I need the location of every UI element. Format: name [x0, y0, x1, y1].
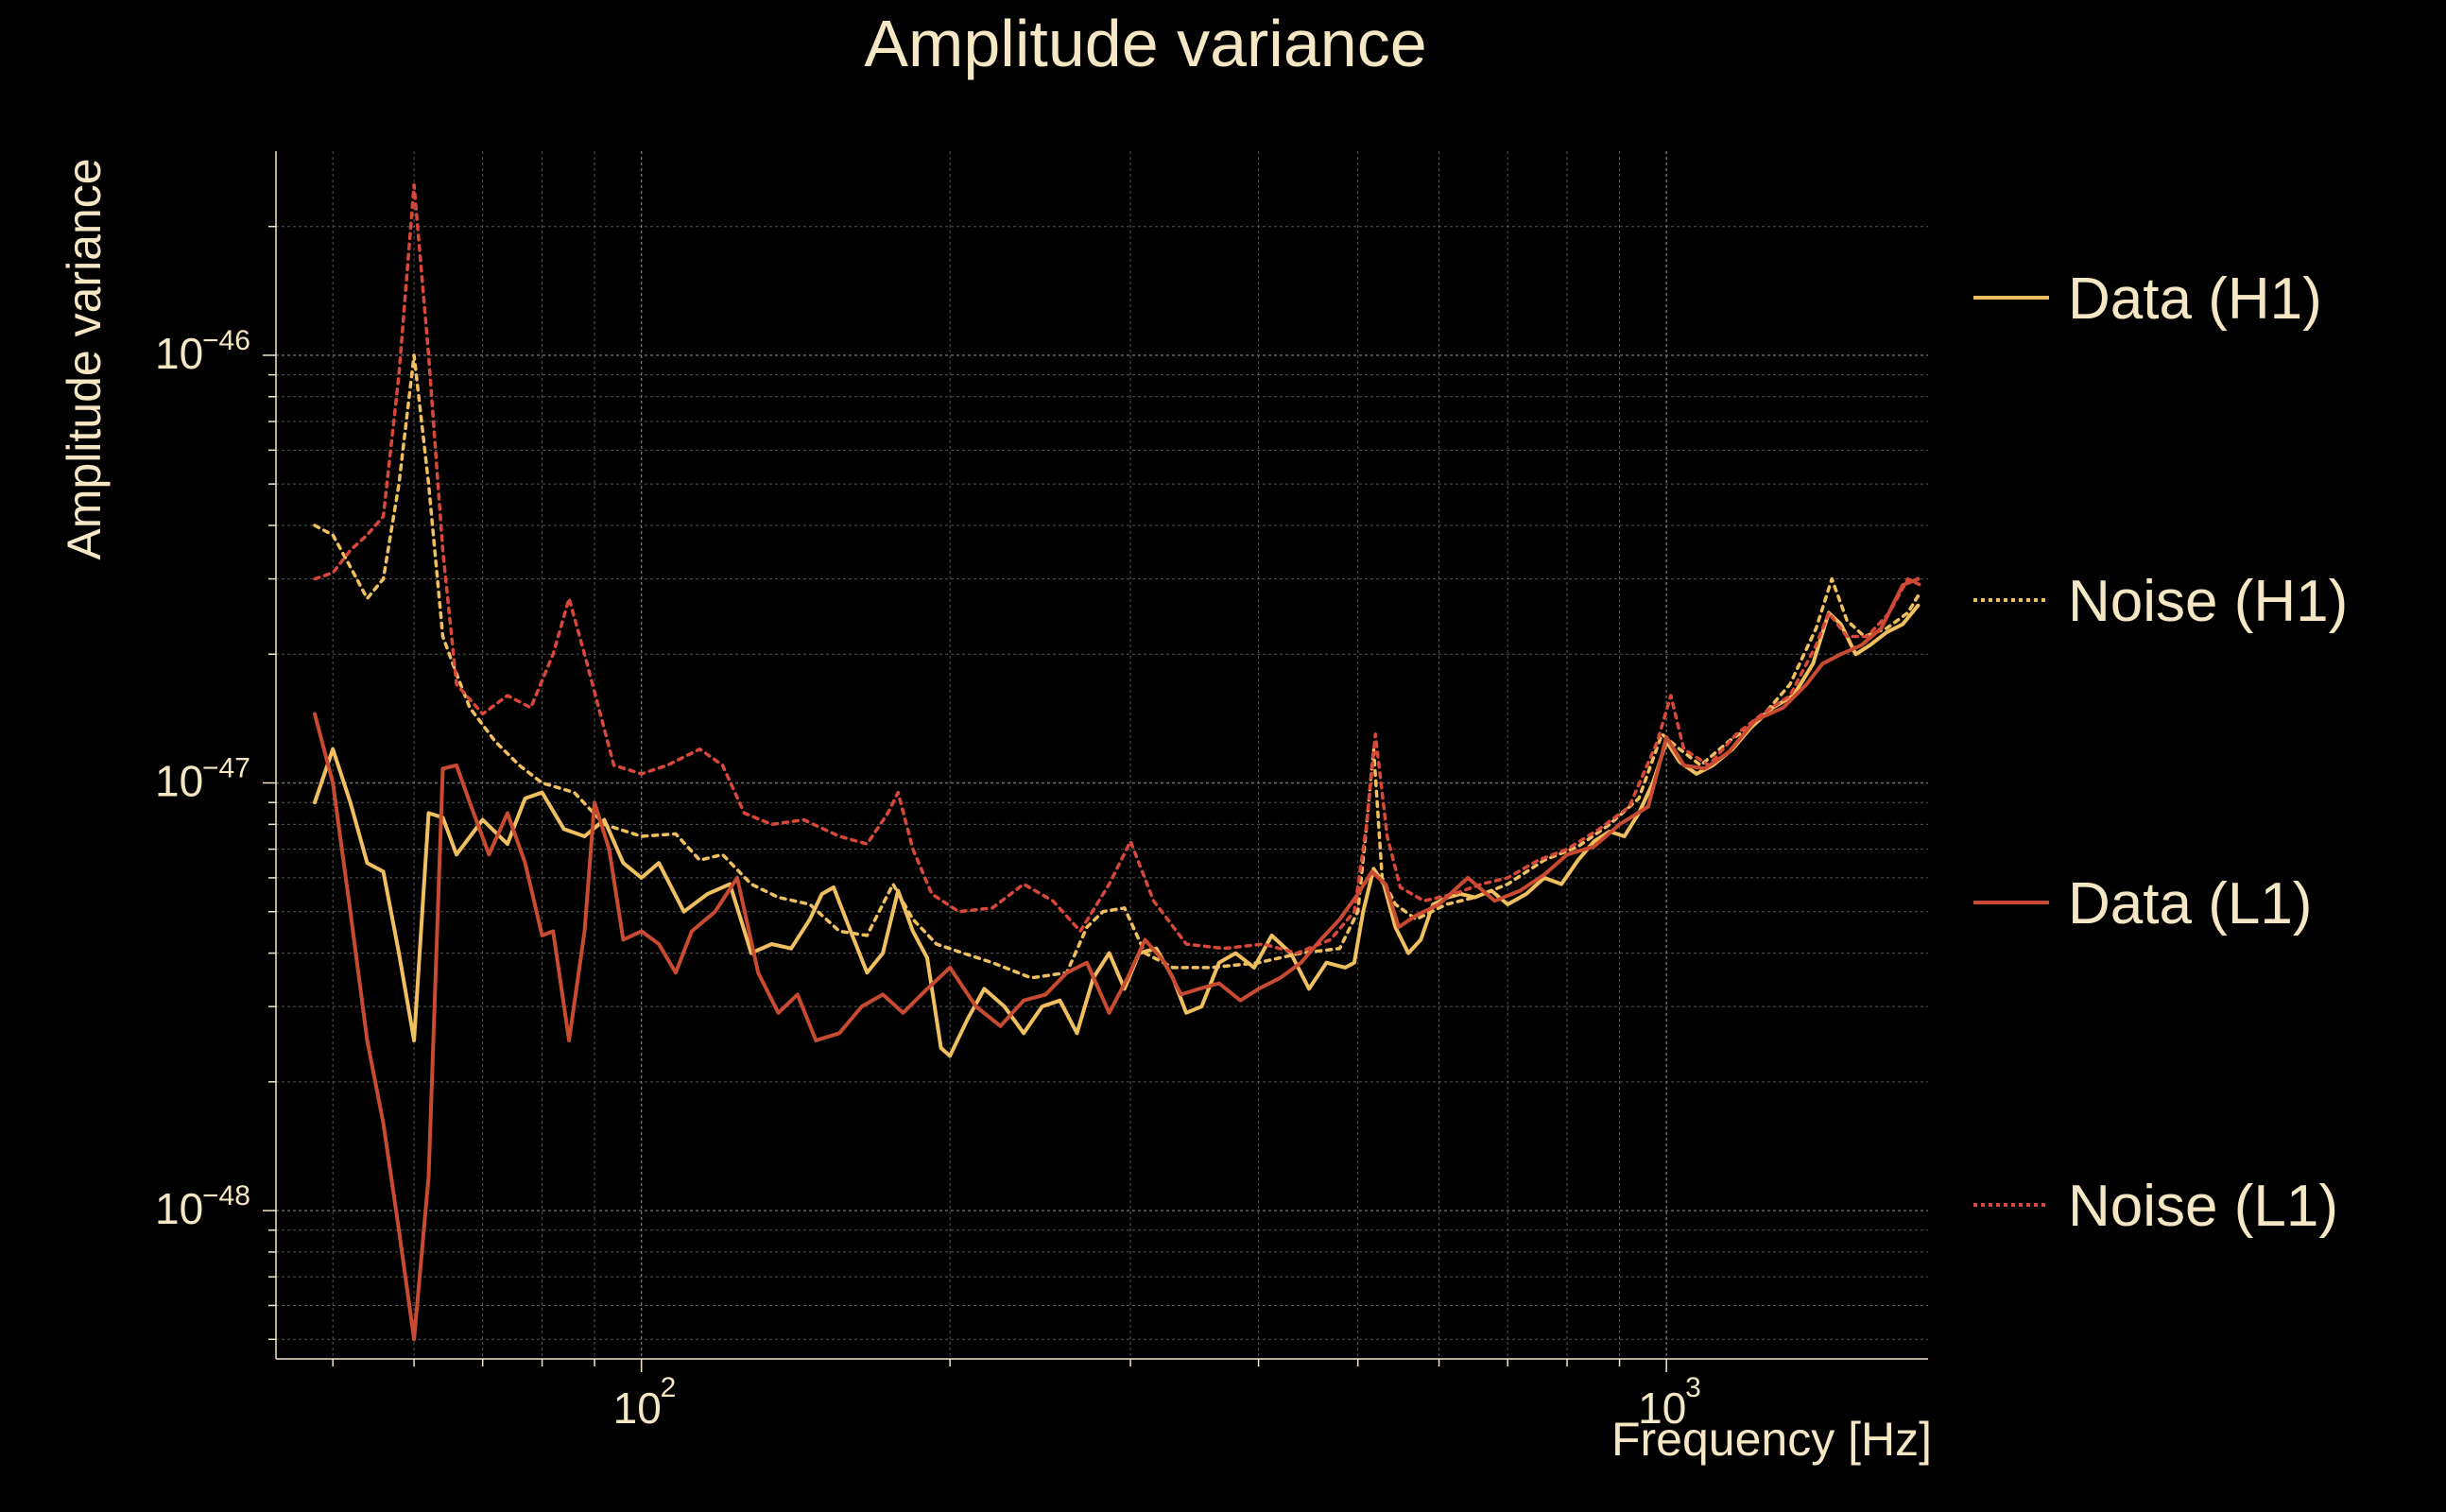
legend-label: Data (H1) — [2068, 266, 2322, 332]
y-tick-label: 10 — [155, 756, 203, 805]
series-line-data-l1 — [313, 576, 1921, 1342]
y-tick-label-exponent: −47 — [202, 752, 250, 783]
x-axis-label: Frequency [Hz] — [1611, 1413, 1932, 1466]
legend-label: Noise (L1) — [2068, 1174, 2338, 1239]
series-line-noise-l1 — [313, 183, 1922, 955]
legend: Data (H1) Noise (H1) Data (L1) Noise (L1) — [1973, 266, 2348, 1239]
y-tick-label: 10 — [155, 329, 203, 378]
y-axis-label: Amplitude variance — [58, 158, 111, 559]
chart-title: Amplitude variance — [864, 7, 1426, 80]
x-tick-label-exponent: 3 — [1685, 1372, 1701, 1403]
legend-label: Noise (H1) — [2068, 569, 2348, 634]
x-tick-label: 10 — [1638, 1383, 1686, 1433]
series-line-data-h1 — [313, 603, 1921, 1058]
series-line-noise-h1 — [313, 353, 1922, 980]
x-tick-label: 10 — [613, 1383, 662, 1433]
series-lines — [313, 183, 1922, 1342]
y-tick-label: 10 — [155, 1184, 203, 1233]
x-tick-label-exponent: 2 — [661, 1372, 677, 1403]
legend-label: Data (L1) — [2068, 871, 2312, 936]
y-tick-label-exponent: −48 — [202, 1180, 250, 1211]
grid — [276, 151, 1928, 1359]
y-tick-label-exponent: −46 — [202, 325, 250, 356]
